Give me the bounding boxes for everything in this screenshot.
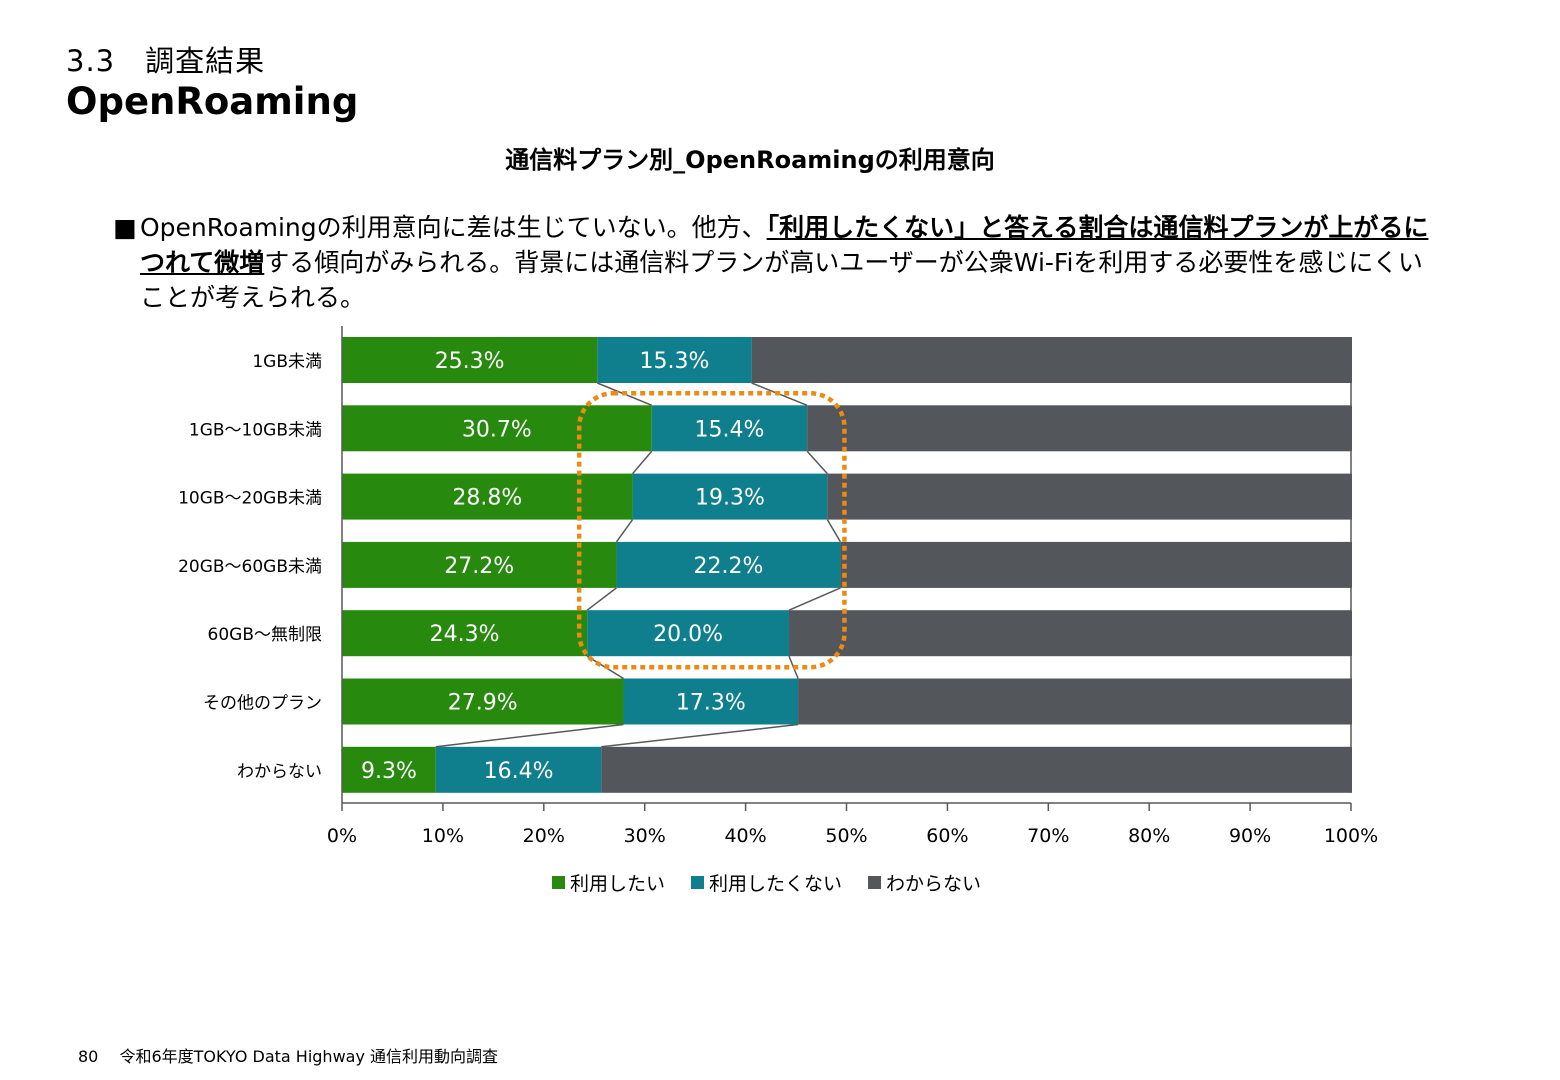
bullet-square-icon: ■ xyxy=(113,213,137,242)
series-line xyxy=(632,450,653,475)
summary-text-post: する傾向がみられる。背景には通信料プランが高いユーザーが公衆Wi-Fiを利用する… xyxy=(140,248,1423,312)
chart-title: 通信料プラン別_OpenRoamingの利用意向 xyxy=(505,146,995,174)
bar-segment xyxy=(827,473,1351,520)
bar-segment xyxy=(342,541,617,588)
data-label: 24.3% xyxy=(430,622,500,647)
page-title: OpenRoaming xyxy=(66,80,359,123)
category-label: わからない xyxy=(237,762,322,782)
x-tick-label: 40% xyxy=(724,825,766,847)
page-number: 80 xyxy=(78,1047,99,1066)
legend-label: 利用したい xyxy=(570,873,665,895)
series-line xyxy=(601,723,799,748)
series-line xyxy=(788,587,841,611)
data-label: 15.3% xyxy=(640,349,710,374)
bar-segment xyxy=(651,405,808,452)
bar-segment xyxy=(751,337,1351,383)
x-tick-label: 0% xyxy=(327,825,357,847)
data-label: 17.3% xyxy=(676,691,746,716)
series-line xyxy=(435,723,624,748)
data-label: 22.2% xyxy=(694,554,764,579)
category-label: 60GB～無制限 xyxy=(208,625,322,645)
bar-segment xyxy=(632,473,828,520)
x-tick-label: 70% xyxy=(1027,825,1069,847)
x-tick-label: 90% xyxy=(1229,825,1271,847)
category-label: 1GB～10GB未満 xyxy=(189,420,322,440)
bar-segment xyxy=(840,541,1351,588)
series-line xyxy=(826,519,842,543)
series-line xyxy=(615,519,634,543)
data-label: 20.0% xyxy=(653,622,723,647)
x-tick-label: 20% xyxy=(523,825,565,847)
bar-segment xyxy=(342,473,633,520)
summary-text-emphasis: 「利用したくない」と答える割合は通信料プランが上がるにつれて微増 xyxy=(140,213,1429,277)
series-line xyxy=(806,450,828,475)
series-line xyxy=(586,587,617,611)
legend-swatch xyxy=(552,876,565,889)
legend-swatch xyxy=(691,876,705,889)
bar-segment xyxy=(342,746,436,793)
data-label: 16.4% xyxy=(484,759,554,784)
bar-segment xyxy=(342,405,652,452)
bar-segment xyxy=(616,541,841,588)
data-label: 27.9% xyxy=(448,691,518,716)
x-tick-label: 100% xyxy=(1324,825,1378,847)
highlight-box xyxy=(576,391,847,670)
bar-segment xyxy=(597,337,752,383)
legend-label: 利用したくない xyxy=(709,873,842,895)
summary-text-pre: OpenRoamingの利用意向に差は生じていない。他方、 xyxy=(140,213,767,242)
x-tick-label: 80% xyxy=(1128,825,1170,847)
bar-segment xyxy=(601,746,1351,793)
legend-label: わからない xyxy=(886,873,981,895)
data-label: 28.8% xyxy=(452,486,522,511)
data-label: 30.7% xyxy=(462,417,532,442)
category-label: 1GB未満 xyxy=(252,352,322,372)
data-label: 9.3% xyxy=(361,759,417,784)
data-label: 15.4% xyxy=(695,417,765,442)
summary-text: OpenRoamingの利用意向に差は生じていない。他方、「利用したくない」と答… xyxy=(140,210,1443,315)
x-tick-label: 30% xyxy=(624,825,666,847)
bar-segment xyxy=(587,610,789,657)
category-label: その他のプラン xyxy=(203,694,322,714)
legend-swatch xyxy=(868,876,882,889)
footer-text: 令和6年度TOKYO Data Highway 通信利用動向調査 xyxy=(119,1047,499,1066)
footer: 80 令和6年度TOKYO Data Highway 通信利用動向調査 xyxy=(78,1043,498,1067)
bar-segment xyxy=(435,746,602,793)
x-tick-label: 10% xyxy=(422,825,464,847)
summary-bullet: ■ OpenRoamingの利用意向に差は生じていない。他方、「利用したくない」… xyxy=(113,210,1443,315)
bar-segment xyxy=(807,405,1351,452)
x-tick-label: 60% xyxy=(926,825,968,847)
category-label: 20GB～60GB未満 xyxy=(178,557,322,577)
section-heading: 3.3 調査結果 xyxy=(66,44,266,78)
bar-segment xyxy=(342,337,598,383)
bar-segment xyxy=(788,610,1351,657)
bar-segment xyxy=(342,678,624,725)
data-label: 25.3% xyxy=(435,349,505,374)
data-label: 19.3% xyxy=(695,486,765,511)
bar-segment xyxy=(623,678,799,725)
data-label: 27.2% xyxy=(444,554,514,579)
category-label: 10GB～20GB未満 xyxy=(178,489,322,509)
x-tick-label: 50% xyxy=(825,825,867,847)
bar-segment xyxy=(798,678,1351,725)
bar-segment xyxy=(342,610,588,657)
